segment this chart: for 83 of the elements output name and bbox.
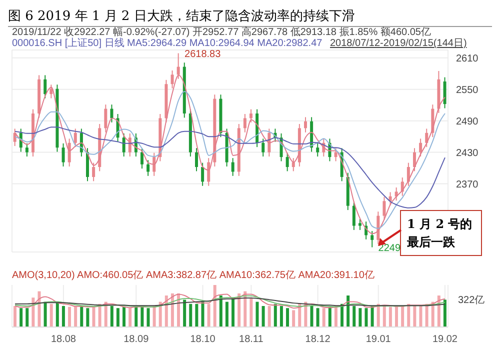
bar — [334, 306, 338, 327]
bar — [140, 306, 144, 327]
bar — [376, 304, 380, 327]
bar — [201, 302, 204, 327]
bar — [74, 306, 78, 327]
chart-title: 图 6 2019 年 1 月 2 日大跌，结束了隐含波动率的持续下滑 — [8, 8, 355, 25]
x-tick-label: 19.02 — [432, 334, 458, 346]
bar — [413, 306, 416, 327]
bar — [346, 296, 350, 327]
y-tick-label: 2370 — [456, 179, 479, 190]
bar — [401, 306, 404, 327]
bar — [146, 308, 150, 327]
bar — [310, 306, 314, 327]
bar — [68, 306, 72, 327]
bar — [280, 306, 283, 327]
bar — [122, 306, 126, 327]
bar — [14, 306, 17, 327]
line-series — [14, 126, 446, 208]
annotation: 1 月 2 号的最后一跌 — [400, 210, 482, 256]
bar — [407, 304, 410, 327]
bar — [352, 306, 356, 327]
bar — [256, 302, 259, 327]
x-tick-label: 19.01 — [366, 334, 392, 346]
bar — [44, 302, 47, 327]
text: AMO(3,10,20) AMO:460.05亿 AMA3:382.87亿 AMA10:362.75亿 AMA20:391.10亿 — [12, 269, 374, 282]
bar — [298, 304, 302, 327]
y-tick-label: 2430 — [456, 148, 479, 159]
bar — [286, 308, 290, 327]
bar — [32, 298, 35, 327]
bar — [419, 306, 422, 327]
x-tick-label: 18.10 — [190, 334, 216, 346]
bar — [268, 306, 271, 327]
bar — [250, 298, 253, 327]
bar — [134, 306, 138, 327]
bar — [62, 306, 65, 327]
bar — [322, 308, 326, 327]
bar — [395, 306, 398, 327]
bar — [213, 285, 216, 327]
bar — [183, 300, 186, 327]
bar — [128, 308, 132, 327]
bar — [225, 302, 228, 327]
bar — [219, 296, 222, 327]
bar — [152, 306, 156, 327]
bar — [244, 291, 247, 327]
y-tick-label: 2550 — [456, 84, 479, 96]
bar — [110, 306, 114, 327]
y-tick-label: 2490 — [456, 116, 479, 128]
bar — [207, 304, 210, 327]
bar — [195, 304, 198, 327]
text: 2019/11/22 收2922.27 幅-0.92%(-27.07) 开2952.77 高2967.78 低2913.18 振1.85% 额460.05亿 — [12, 27, 431, 38]
bar — [20, 308, 23, 327]
x-tick-label: 18.11 — [239, 334, 264, 346]
x-tick-label: 18.08 — [50, 334, 76, 346]
bar — [262, 306, 265, 327]
bar — [80, 306, 84, 327]
bar — [328, 306, 332, 327]
text: 2018/07/12-2019/02/15(144日) — [330, 38, 467, 49]
bar — [26, 308, 29, 327]
bar — [189, 304, 192, 327]
bar — [443, 300, 446, 327]
x-tick-label: 18.09 — [124, 334, 150, 346]
annotation: 2618.83 — [184, 48, 222, 60]
bar — [388, 306, 392, 327]
bar — [238, 293, 241, 327]
text: 322亿 — [458, 294, 485, 307]
y-tick-label: 2610 — [456, 53, 479, 64]
bar — [38, 291, 41, 327]
bar — [364, 308, 368, 327]
bar — [316, 308, 320, 327]
bar — [116, 308, 120, 327]
x-tick-label: 18.12 — [305, 334, 331, 346]
bar — [86, 308, 90, 327]
text: 000016.SH [上证50] 日线 MA5:2964.29 MA10:2964.94 MA20:2982.47 — [12, 38, 322, 49]
bar — [382, 306, 386, 327]
bar — [50, 304, 53, 327]
bar — [232, 298, 235, 327]
bar — [358, 308, 362, 327]
bar — [92, 306, 96, 327]
bar — [274, 304, 277, 327]
bar — [292, 310, 296, 327]
bar — [370, 306, 374, 327]
bar — [425, 304, 428, 327]
bar — [56, 302, 59, 327]
